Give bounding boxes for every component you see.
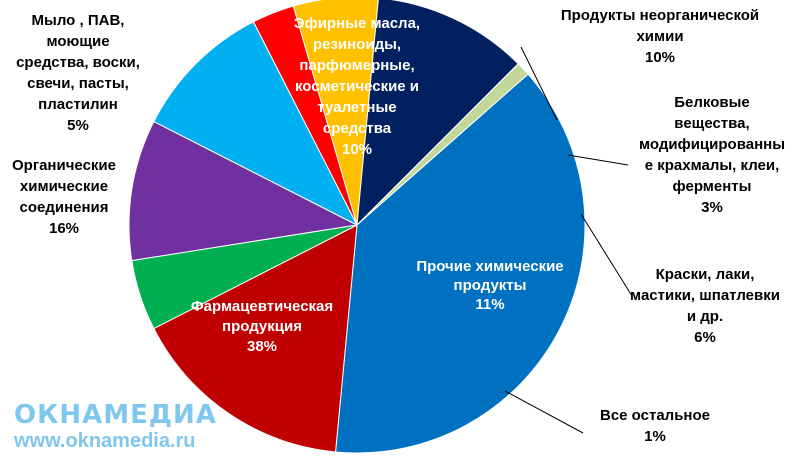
slice-label-2: Белковые вещества, модифицированны е крахма… <box>639 94 785 216</box>
slice-label-line: соединения <box>19 199 108 216</box>
slice-label-6: Фармацевтическая продукция 38% <box>191 298 333 355</box>
slice-label-line: продукция <box>222 318 302 335</box>
slice-label-7: Органические химические соединения 16% <box>12 157 116 237</box>
slice-label-line: Прочие химические <box>416 258 563 275</box>
slice-percent-7: 16% <box>49 220 79 237</box>
pie-slice-0 <box>128 120 359 262</box>
slice-label-line: Краски, лаки, <box>656 266 755 283</box>
slice-percent-2: 3% <box>701 199 723 216</box>
slice-label-line: косметические и <box>295 78 419 95</box>
slice-label-line: ферменты <box>673 178 752 195</box>
slice-percent-5: 1% <box>644 428 666 445</box>
slice-label-line: вещества, <box>674 115 749 132</box>
leader-line-2 <box>567 154 629 166</box>
slice-label-line: резиноиды, <box>313 36 401 53</box>
slice-label-line: Эфирные масла, <box>294 15 420 32</box>
watermark: ОКНАМЕДИА www.oknamedia.ru <box>14 401 234 453</box>
slice-label-8: Мыло , ПАВ, моющие средства, воски, свечи, … <box>16 12 140 134</box>
watermark-url: www.oknamedia.ru <box>14 430 196 452</box>
slice-label-0: Эфирные масла, резиноиды, парфюмерные, косм… <box>294 15 420 158</box>
slice-label-3: Краски, лаки, мастики, шпатлевки и др. 6% <box>630 266 780 346</box>
pie-slice-7 <box>153 224 358 453</box>
slice-label-5: Все остальное 1% <box>600 407 710 445</box>
slice-label-line: химии <box>636 28 683 45</box>
slice-label-line: пластилин <box>38 96 118 113</box>
slice-label-line: химические <box>20 178 108 195</box>
pie-slice-4 <box>356 0 519 227</box>
slice-label-line: свечи, пасты, <box>27 75 129 92</box>
slice-label-line: моющие <box>46 33 109 50</box>
slice-label-line: средства <box>323 120 392 137</box>
slice-percent-4: 11% <box>475 296 504 313</box>
slice-label-line: модифицированны <box>639 136 785 153</box>
slice-label-line: средства, воски, <box>16 54 140 71</box>
slice-label-4: Прочие химические продукты 11% <box>416 258 563 313</box>
watermark-logo: ОКНАМЕДИА <box>14 400 217 430</box>
slice-label-line: парфюмерные, <box>299 57 414 74</box>
slice-percent-0: 10% <box>342 141 372 158</box>
slice-label-line: Белковые <box>674 94 750 111</box>
leader-line-3 <box>580 213 633 297</box>
slice-label-line: Органические <box>12 157 116 174</box>
pie-slice-3 <box>292 0 379 226</box>
slice-label-line: Все остальное <box>600 407 710 424</box>
slice-label-line: продукты <box>454 277 527 294</box>
slice-label-line: Мыло , ПАВ, <box>32 12 125 29</box>
leader-line-1 <box>520 46 558 121</box>
slice-label-1: Продукты неорганической химии 10% <box>561 7 759 66</box>
leader-line-5 <box>504 390 584 434</box>
slice-label-line: туалетные <box>317 99 396 116</box>
pie-slice-6 <box>334 73 586 454</box>
slice-percent-3: 6% <box>694 329 716 346</box>
slice-percent-8: 5% <box>67 117 89 134</box>
slice-percent-1: 10% <box>645 49 675 66</box>
slice-percent-6: 38% <box>247 338 277 355</box>
slice-label-line: Фармацевтическая <box>191 298 333 315</box>
slice-label-line: Продукты неорганической <box>561 7 759 24</box>
slice-label-line: мастики, шпатлевки <box>630 287 780 304</box>
slice-label-line: и др. <box>687 308 723 325</box>
slice-label-line: е крахмалы, клеи, <box>645 157 780 174</box>
pie-slice-1 <box>153 21 359 227</box>
pie-slice-8 <box>131 224 358 330</box>
